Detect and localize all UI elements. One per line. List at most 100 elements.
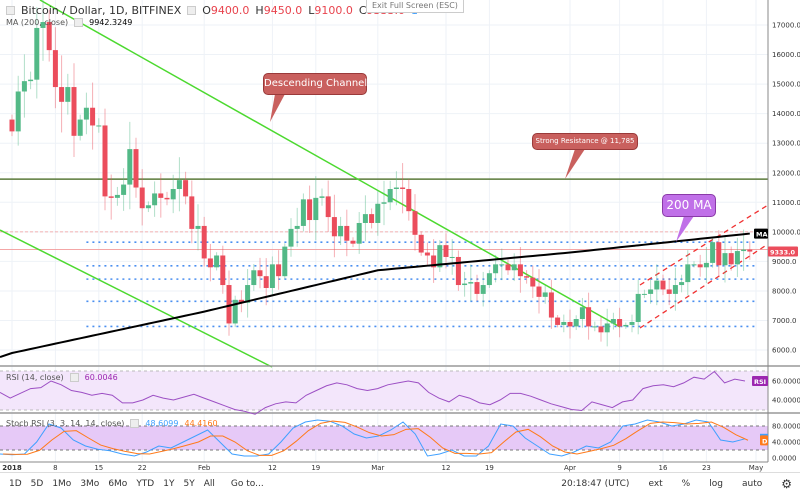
time-axis-label[interactable]: 19 [311, 464, 320, 472]
stoch-d-badge[interactable]: D [762, 437, 768, 445]
candle [486, 270, 492, 288]
rsi-settings-icon[interactable] [69, 373, 79, 382]
candle [561, 314, 567, 333]
candle [393, 171, 399, 206]
time-axis-label[interactable]: May [749, 464, 763, 472]
stoch-axis-label[interactable]: 40.0000 [772, 439, 800, 447]
time-axis-label[interactable]: 19 [485, 464, 494, 472]
price-axis-label[interactable]: 9000.0 [772, 258, 797, 266]
time-axis-label[interactable]: 12 [442, 464, 451, 472]
candle [201, 216, 207, 267]
price-axis-label[interactable]: 13000.0 [772, 140, 800, 148]
close-label: C [358, 4, 367, 17]
candle-body [375, 203, 381, 223]
stoch-axis-label[interactable]: 0.0000 [772, 455, 797, 463]
price-axis-label[interactable]: 16000.0 [772, 51, 800, 59]
ma-settings-icon[interactable] [74, 18, 84, 27]
ext-toggle[interactable]: ext [648, 479, 663, 489]
candle [716, 230, 722, 277]
range-5d[interactable]: 5D [30, 479, 44, 489]
candle [710, 237, 716, 268]
candle-body [747, 249, 753, 252]
price-axis-label[interactable]: 8000.0 [772, 287, 797, 295]
price-axis-label[interactable]: 15000.0 [772, 81, 800, 89]
range-1d[interactable]: 1D [9, 479, 22, 489]
candle-body [734, 251, 740, 265]
price-axis-label[interactable]: 11000.0 [772, 199, 800, 207]
range-6mo[interactable]: 6Mo [108, 479, 128, 489]
percent-toggle[interactable]: % [681, 479, 691, 489]
candle-body [282, 246, 288, 277]
resistance-callout[interactable]: Strong Resistance @ 11,785 [532, 133, 638, 150]
candle [102, 108, 108, 211]
collapse-icon[interactable] [6, 6, 15, 15]
price-badge[interactable]: 9333.0 [770, 249, 796, 257]
gear-icon[interactable]: ⚙ [781, 477, 792, 491]
goto-button[interactable]: Go to... [230, 479, 264, 489]
symbol-title[interactable]: Bitcoin / Dollar, 1D, BITFINEX [21, 4, 182, 17]
stoch-axis-label[interactable]: 80.0000 [772, 423, 800, 431]
candle-body [567, 321, 573, 327]
rsi-value: 60.0046 [84, 373, 118, 382]
log-toggle[interactable]: log [709, 479, 723, 489]
time-axis-label[interactable]: 8 [53, 464, 57, 472]
candle-body [77, 119, 83, 136]
rsi-axis-label[interactable]: 40.0000 [772, 397, 800, 405]
rsi-label[interactable]: RSI (14, close) [6, 373, 64, 382]
time-axis-label[interactable]: 16 [659, 464, 668, 472]
price-axis-label[interactable]: 12000.0 [772, 169, 800, 177]
candle [362, 195, 368, 242]
candle [666, 278, 672, 306]
time-axis-label[interactable]: 22 [138, 464, 147, 472]
stoch-label[interactable]: Stoch RSI (3, 3, 14, 14, close) [6, 419, 125, 428]
candle [480, 271, 486, 307]
stoch-settings-icon[interactable] [130, 419, 140, 428]
time-axis-label[interactable]: 2018 [2, 464, 22, 472]
candle-body [505, 264, 511, 271]
candle [542, 285, 548, 304]
ma-badge[interactable]: MA [756, 231, 768, 239]
auto-toggle[interactable]: auto [741, 479, 763, 489]
time-axis-label[interactable]: 15 [94, 464, 103, 472]
price-axis-label[interactable]: 7000.0 [772, 317, 797, 325]
time-axis-label[interactable]: 12 [268, 464, 277, 472]
price-axis-label[interactable]: 6000.0 [772, 347, 797, 355]
price-axis-label[interactable]: 17000.0 [772, 22, 800, 30]
ma-legend: MA (200, close) 9942.3249 [6, 18, 132, 27]
exit-fullscreen-tooltip[interactable]: Exit Full Screen (ESC) [366, 0, 464, 13]
candle [703, 247, 709, 283]
range-3mo[interactable]: 3Mo [80, 479, 100, 489]
rsi-badge[interactable]: RSI [754, 378, 766, 386]
rsi-axis-label[interactable]: 60.0000 [772, 378, 800, 386]
settings-icon[interactable] [187, 6, 197, 15]
time-axis-label[interactable]: 23 [702, 464, 711, 472]
range-ytd[interactable]: YTD [136, 479, 155, 489]
descending-channel-callout[interactable]: Descending Channel [263, 73, 367, 95]
time-axis-label[interactable]: Feb [198, 464, 211, 472]
candle-body [666, 289, 672, 294]
candle-body [530, 277, 536, 287]
clock[interactable]: 20:18:47 (UTC) [561, 479, 630, 489]
candle-body [152, 193, 158, 206]
candle [369, 208, 375, 229]
time-axis-label[interactable]: Mar [371, 464, 384, 472]
chart-canvas[interactable]: 17000.0 16000.0 15000.0 14000.0 13000.0 12000… [0, 0, 800, 472]
ma-label[interactable]: MA (200, close) [6, 18, 69, 27]
time-axis-label[interactable]: 9 [617, 464, 621, 472]
candle-body [592, 326, 598, 328]
candle-body [21, 81, 27, 92]
range-1y[interactable]: 1Y [163, 479, 175, 489]
range-1mo[interactable]: 1Mo [52, 479, 72, 489]
candle-body [486, 273, 492, 286]
price-axis-label[interactable]: 14000.0 [772, 110, 800, 118]
price-axis-label[interactable]: 10000.0 [772, 228, 800, 236]
candle [164, 191, 170, 206]
range-5y[interactable]: 5Y [183, 479, 195, 489]
candle-body [276, 264, 282, 277]
candle [468, 264, 474, 302]
ma-callout[interactable]: 200 MA [662, 194, 716, 217]
range-all[interactable]: All [203, 479, 215, 489]
stoch-d-line [2, 420, 749, 456]
time-axis-label[interactable]: Apr [564, 464, 576, 472]
candle-body [722, 253, 728, 266]
